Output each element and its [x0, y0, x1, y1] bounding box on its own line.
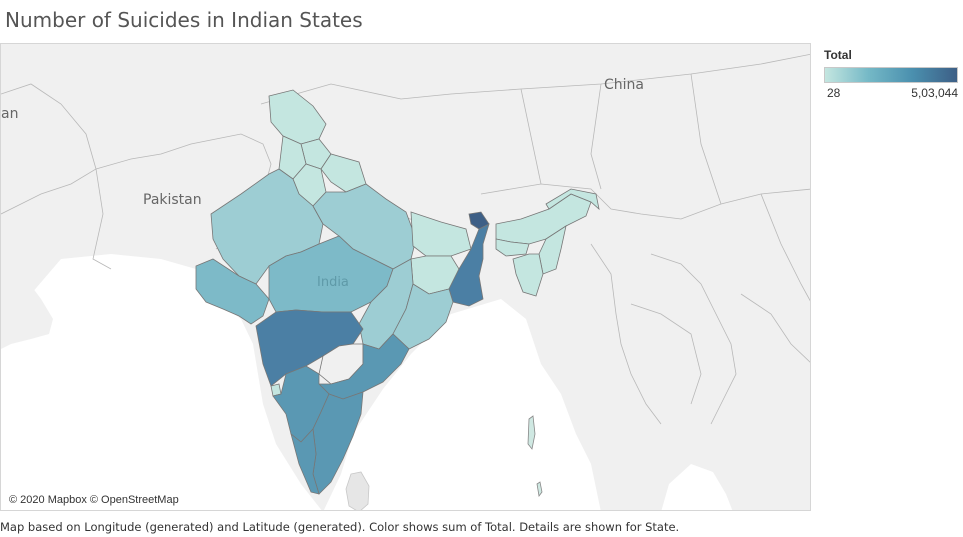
border-pakistan-west — [92, 168, 112, 270]
color-legend: Total 28 5,03,044 — [824, 48, 960, 100]
label-cut-left: an — [1, 106, 18, 122]
border-china-south — [480, 183, 810, 220]
page-title: Number of Suicides in Indian States — [5, 8, 363, 32]
map-view[interactable]: China Pakistan India an © 2020 Mapbox © … — [0, 43, 811, 511]
legend-labels: 28 5,03,044 — [824, 86, 958, 100]
legend-min-label: 28 — [827, 86, 841, 100]
border-myanmar — [590, 243, 662, 425]
state-gujarat[interactable] — [195, 258, 270, 325]
legend-gradient-bar — [824, 67, 958, 83]
state-meghalaya[interactable] — [495, 238, 530, 257]
arabian-peninsula — [1, 254, 53, 349]
state-sikkim[interactable] — [468, 211, 490, 230]
arabian-sea — [1, 254, 322, 510]
map-footer-caption: Map based on Longitude (generated) and L… — [0, 520, 680, 534]
border-china-provinces — [520, 73, 722, 205]
state-kerala[interactable] — [290, 428, 320, 495]
state-bihar[interactable] — [410, 211, 472, 257]
label-china: China — [604, 77, 644, 93]
legend-max-label: 5,03,044 — [911, 86, 958, 100]
label-pakistan: Pakistan — [143, 192, 202, 208]
border-misc-east — [740, 193, 810, 363]
sri-lanka — [345, 471, 370, 510]
nicobar-islands — [536, 481, 543, 497]
state-arunachal-pradesh[interactable] — [545, 188, 600, 211]
state-tripura-mizoram[interactable] — [512, 253, 544, 297]
legend-title: Total — [824, 48, 852, 62]
border-iran — [1, 83, 97, 215]
map-canvas[interactable]: China Pakistan India an — [1, 44, 811, 511]
bay-of-bengal — [323, 299, 601, 510]
andaman-islands — [527, 415, 536, 450]
label-india: India — [317, 275, 349, 290]
gulf-of-thailand — [661, 464, 733, 510]
border-laos-vietnam — [650, 253, 737, 425]
map-attribution[interactable]: © 2020 Mapbox © OpenStreetMap — [9, 494, 179, 506]
border-thailand — [630, 303, 702, 405]
